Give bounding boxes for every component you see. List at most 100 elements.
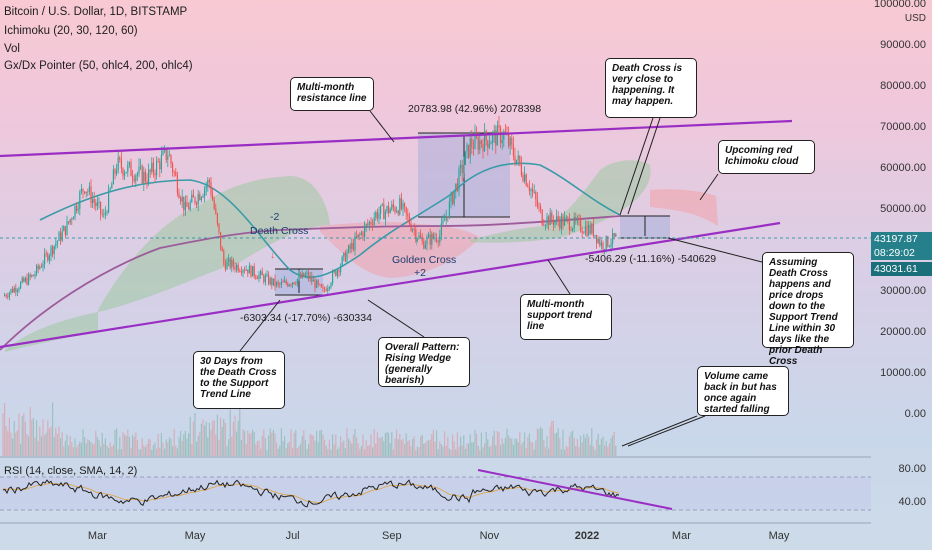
candle-body bbox=[487, 140, 489, 148]
volume-bar bbox=[383, 441, 385, 456]
connector-line bbox=[239, 299, 281, 352]
volume-bar bbox=[416, 446, 418, 456]
candle-body bbox=[496, 125, 498, 146]
volume-bar bbox=[183, 434, 185, 456]
candle-body bbox=[348, 245, 350, 253]
volume-bar bbox=[162, 442, 164, 456]
candle-body bbox=[328, 287, 330, 289]
volume-bar bbox=[557, 428, 559, 456]
candle-body bbox=[242, 270, 244, 273]
volume-bar bbox=[372, 447, 374, 456]
annotation-resistance[interactable]: Multi-month resistance line bbox=[290, 77, 374, 111]
volume-bar bbox=[269, 428, 271, 456]
candle-body bbox=[21, 278, 23, 283]
candle-body bbox=[343, 252, 345, 257]
connector-line bbox=[367, 299, 425, 338]
volume-bar bbox=[12, 438, 14, 456]
volume-bar bbox=[327, 449, 329, 456]
candle-body bbox=[482, 143, 484, 152]
candle-body bbox=[13, 287, 15, 293]
volume-bar bbox=[328, 439, 330, 456]
candle-body bbox=[440, 223, 442, 235]
annotation-thirty-days[interactable]: 30 Days from the Death Cross to the Supp… bbox=[193, 351, 285, 409]
candle-body bbox=[191, 194, 193, 203]
trendlines bbox=[0, 119, 871, 349]
volume-bar bbox=[132, 434, 134, 456]
volume-bar bbox=[119, 436, 121, 456]
volume-bar bbox=[263, 429, 265, 456]
volume-bar bbox=[172, 446, 174, 456]
volume-bar bbox=[335, 434, 337, 456]
volume-bar bbox=[266, 449, 268, 456]
candle-body bbox=[244, 270, 246, 271]
volume-bar bbox=[146, 443, 148, 456]
candle-body bbox=[304, 274, 306, 277]
volume-bar bbox=[240, 439, 242, 456]
volume-bar bbox=[96, 437, 98, 456]
candle-body bbox=[15, 287, 17, 293]
candle-body bbox=[397, 211, 399, 215]
candle-body bbox=[416, 238, 418, 240]
candle-body bbox=[104, 212, 106, 215]
volume-bar bbox=[178, 437, 180, 456]
volume-bar bbox=[428, 440, 430, 456]
volume-bar bbox=[600, 438, 602, 456]
candle-body bbox=[466, 144, 468, 152]
annotation-assuming[interactable]: Assuming Death Cross happens and price d… bbox=[762, 252, 854, 367]
volume-bar bbox=[143, 445, 145, 456]
annotation-death-cross-close[interactable]: Death Cross is very close to happening. … bbox=[605, 58, 697, 118]
volume-bar bbox=[180, 430, 182, 456]
candle-body bbox=[256, 277, 258, 280]
candle-body bbox=[495, 130, 497, 146]
rsi-label[interactable]: RSI (14, close, SMA, 14, 2) bbox=[4, 465, 138, 477]
price-tick: 0.00 bbox=[904, 408, 926, 420]
volume-bar bbox=[501, 438, 503, 456]
candle-body bbox=[45, 253, 47, 255]
volume-bar bbox=[536, 428, 538, 456]
candle-body bbox=[552, 220, 554, 225]
candle-body bbox=[82, 188, 84, 192]
volume-bar bbox=[64, 440, 66, 456]
indicator-gxdx[interactable]: Gx/Dx Pointer (50, ohlc4, 200, ohlc4) bbox=[4, 60, 193, 72]
volume-bar bbox=[445, 445, 447, 456]
candle-body bbox=[309, 276, 311, 279]
volume-bar bbox=[261, 435, 263, 456]
candle-body bbox=[199, 194, 201, 201]
volume-bar bbox=[442, 446, 444, 456]
candle-body bbox=[460, 164, 462, 169]
volume-bar bbox=[122, 432, 124, 456]
volume-bar bbox=[244, 430, 246, 456]
candle-body bbox=[479, 140, 481, 150]
volume-bar bbox=[200, 423, 202, 456]
death-cross-arrow: ↓ bbox=[270, 250, 275, 261]
indicator-vol[interactable]: Vol bbox=[4, 43, 20, 55]
volume-bar bbox=[322, 434, 324, 456]
annotation-volume[interactable]: Volume came back in but has once again s… bbox=[697, 366, 789, 416]
volume-bar bbox=[304, 439, 306, 456]
volume-bar bbox=[573, 437, 575, 456]
volume-bar bbox=[407, 441, 409, 456]
candle-body bbox=[55, 243, 57, 246]
annotation-ichimoku-cloud[interactable]: Upcoming red Ichimoku cloud bbox=[718, 140, 815, 174]
candle-body bbox=[36, 265, 38, 275]
candle-body bbox=[533, 191, 535, 193]
annotation-pattern[interactable]: Overall Pattern: Rising Wedge (generally… bbox=[378, 337, 470, 387]
volume-bar bbox=[528, 433, 530, 456]
candle-body bbox=[572, 228, 574, 231]
indicator-ichimoku[interactable]: Ichimoku (20, 30, 120, 60) bbox=[4, 25, 138, 37]
volume-bar bbox=[356, 437, 358, 456]
volume-bar bbox=[504, 437, 506, 456]
candle-body bbox=[474, 133, 476, 149]
volume-bar bbox=[285, 448, 287, 456]
candle-body bbox=[461, 164, 463, 174]
candle-body bbox=[226, 261, 228, 270]
candle-body bbox=[543, 224, 545, 226]
annotation-support[interactable]: Multi-month support trend line bbox=[520, 294, 612, 340]
volume-bar bbox=[93, 443, 95, 456]
candle-body bbox=[389, 209, 391, 214]
candle-body bbox=[391, 204, 393, 210]
candle-body bbox=[279, 283, 281, 285]
candle-body bbox=[357, 234, 359, 238]
candle-body bbox=[600, 242, 602, 246]
